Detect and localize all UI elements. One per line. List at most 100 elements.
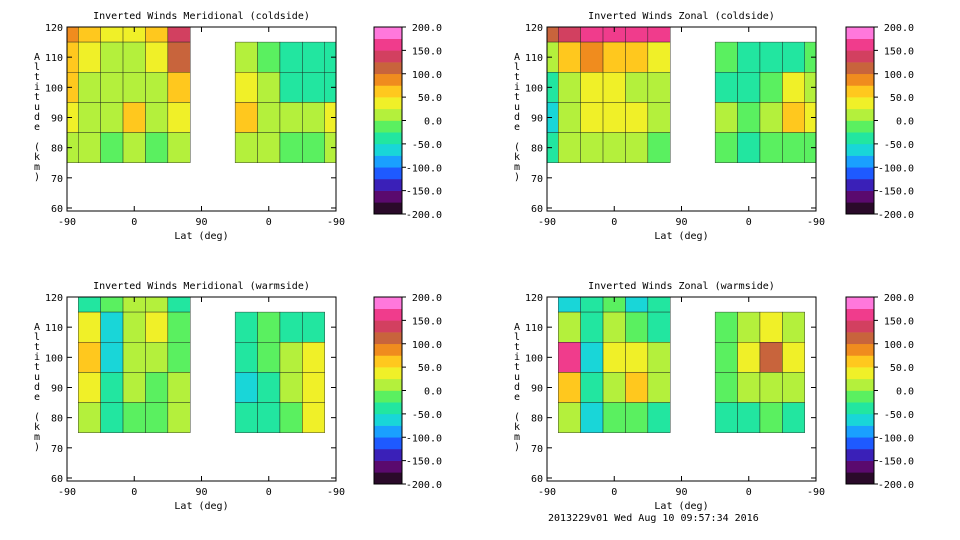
colorbar-band xyxy=(846,332,874,345)
colorbar-band xyxy=(374,178,402,191)
colorbar-band xyxy=(846,50,874,63)
y-axis-label-char: i xyxy=(34,352,40,363)
colorbar-tick-label: 150.0 xyxy=(884,46,914,57)
colorbar-tick-label: -100.0 xyxy=(406,163,442,174)
y-axis-label-char: A xyxy=(514,322,520,333)
heatmap-cell xyxy=(580,102,604,133)
heatmap-cell xyxy=(234,311,258,343)
colorbar-band xyxy=(846,367,874,380)
colorbar-tick-label: -150.0 xyxy=(878,187,914,198)
heatmap-cell xyxy=(580,402,604,433)
heatmap-cell xyxy=(647,26,671,43)
heatmap-cell xyxy=(302,402,325,433)
heatmap-cell xyxy=(122,342,146,373)
x-tick-label: -90 xyxy=(538,487,556,498)
heatmap-cell xyxy=(234,132,258,163)
heatmap-cell xyxy=(558,342,581,373)
heatmap-cell xyxy=(714,72,738,103)
heatmap-cell xyxy=(737,372,761,403)
colorbar-band xyxy=(846,437,874,450)
heatmap-cell xyxy=(279,72,303,103)
y-axis-label-char: A xyxy=(34,322,40,333)
heatmap-cell xyxy=(145,102,169,133)
heatmap-cell xyxy=(647,311,671,343)
heatmap-cell xyxy=(759,372,783,403)
heatmap-cell xyxy=(558,102,581,133)
x-tick-label: 0 xyxy=(611,217,617,228)
colorbar-band xyxy=(374,425,402,438)
heatmap-cell xyxy=(759,102,783,133)
heatmap-cell xyxy=(737,72,761,103)
heatmap-cell xyxy=(167,342,191,373)
colorbar-tick-label: -200.0 xyxy=(406,480,442,491)
heatmap-cell xyxy=(100,372,124,403)
colorbar-tick-label: -50.0 xyxy=(412,410,442,421)
colorbar-tick-label: 50.0 xyxy=(890,363,914,374)
heatmap-cell xyxy=(558,402,581,433)
heatmap-cell xyxy=(66,26,79,43)
colorbar-band xyxy=(846,308,874,321)
y-tick-label: 120 xyxy=(525,23,543,34)
heatmap-cell xyxy=(145,72,169,103)
colorbar-tick-label: 0.0 xyxy=(424,117,442,128)
colorbar-band xyxy=(374,50,402,63)
colorbar-band xyxy=(846,448,874,461)
chart-panel-1: Inverted Winds Meridional (coldside) -90 0… xyxy=(34,11,442,242)
heatmap-cell xyxy=(647,296,671,313)
heatmap-cell xyxy=(558,296,581,313)
heatmap-cell xyxy=(714,132,738,163)
x-tick-label: 90 xyxy=(195,487,207,498)
colorbar-tick-label: -100.0 xyxy=(406,433,442,444)
chart-panel-3: Inverted Winds Meridional (warmside) -90 0… xyxy=(34,281,442,512)
colorbar-tick-label: 50.0 xyxy=(418,363,442,374)
colorbar-tick-label: -200.0 xyxy=(878,210,914,221)
heatmap-cell xyxy=(100,26,124,43)
colorbar-band xyxy=(374,402,402,415)
y-axis-label-char: l xyxy=(514,62,520,73)
colorbar-band xyxy=(374,97,402,110)
heatmap-cell xyxy=(122,72,146,103)
heatmap-cell xyxy=(122,132,146,163)
y-tick-label: 90 xyxy=(531,383,543,394)
colorbar-band xyxy=(374,390,402,403)
y-axis-label-char: ) xyxy=(514,442,520,453)
heatmap-cell xyxy=(625,296,649,313)
x-axis-label: Lat (deg) xyxy=(654,501,708,512)
y-axis-label-char: t xyxy=(34,362,40,373)
heatmap-cell xyxy=(782,72,805,103)
heatmap-cell xyxy=(78,72,101,103)
y-axis-label-char: k xyxy=(514,152,520,163)
y-axis-label-char: l xyxy=(34,62,40,73)
chart-panel-2: Inverted Winds Zonal (coldside) -90 0 90 0 -9… xyxy=(514,11,914,242)
colorbar-band xyxy=(846,390,874,403)
heatmap-cell xyxy=(145,26,169,43)
heatmap-cell xyxy=(145,372,169,403)
y-axis-label-char: k xyxy=(514,422,520,433)
heatmap-cell xyxy=(737,102,761,133)
y-tick-label: 120 xyxy=(45,293,63,304)
heatmap-cell xyxy=(122,41,146,73)
heatmap-cell xyxy=(145,311,169,343)
heatmap-cell xyxy=(78,102,101,133)
colorbar-tick-label: 0.0 xyxy=(424,387,442,398)
heatmap-cell xyxy=(782,311,805,343)
heatmap-cell xyxy=(78,132,101,163)
colorbar-tick-label: -50.0 xyxy=(884,140,914,151)
colorbar-band xyxy=(374,38,402,51)
colorbar-tick-label: 50.0 xyxy=(890,93,914,104)
colorbar-band xyxy=(374,378,402,391)
colorbar-band xyxy=(846,85,874,98)
heatmap-cell xyxy=(100,296,124,313)
heatmap-cell xyxy=(302,342,325,373)
x-tick-label: 0 xyxy=(611,487,617,498)
heatmap-cell xyxy=(737,41,761,73)
colorbar-band xyxy=(374,308,402,321)
x-tick-label: 0 xyxy=(746,487,752,498)
x-tick-label: 90 xyxy=(675,487,687,498)
heatmap-cell xyxy=(257,311,281,343)
y-axis-label-char: A xyxy=(34,52,40,63)
y-axis-label-char: l xyxy=(34,332,40,343)
y-tick-label: 60 xyxy=(51,474,63,485)
colorbar-band xyxy=(374,155,402,168)
